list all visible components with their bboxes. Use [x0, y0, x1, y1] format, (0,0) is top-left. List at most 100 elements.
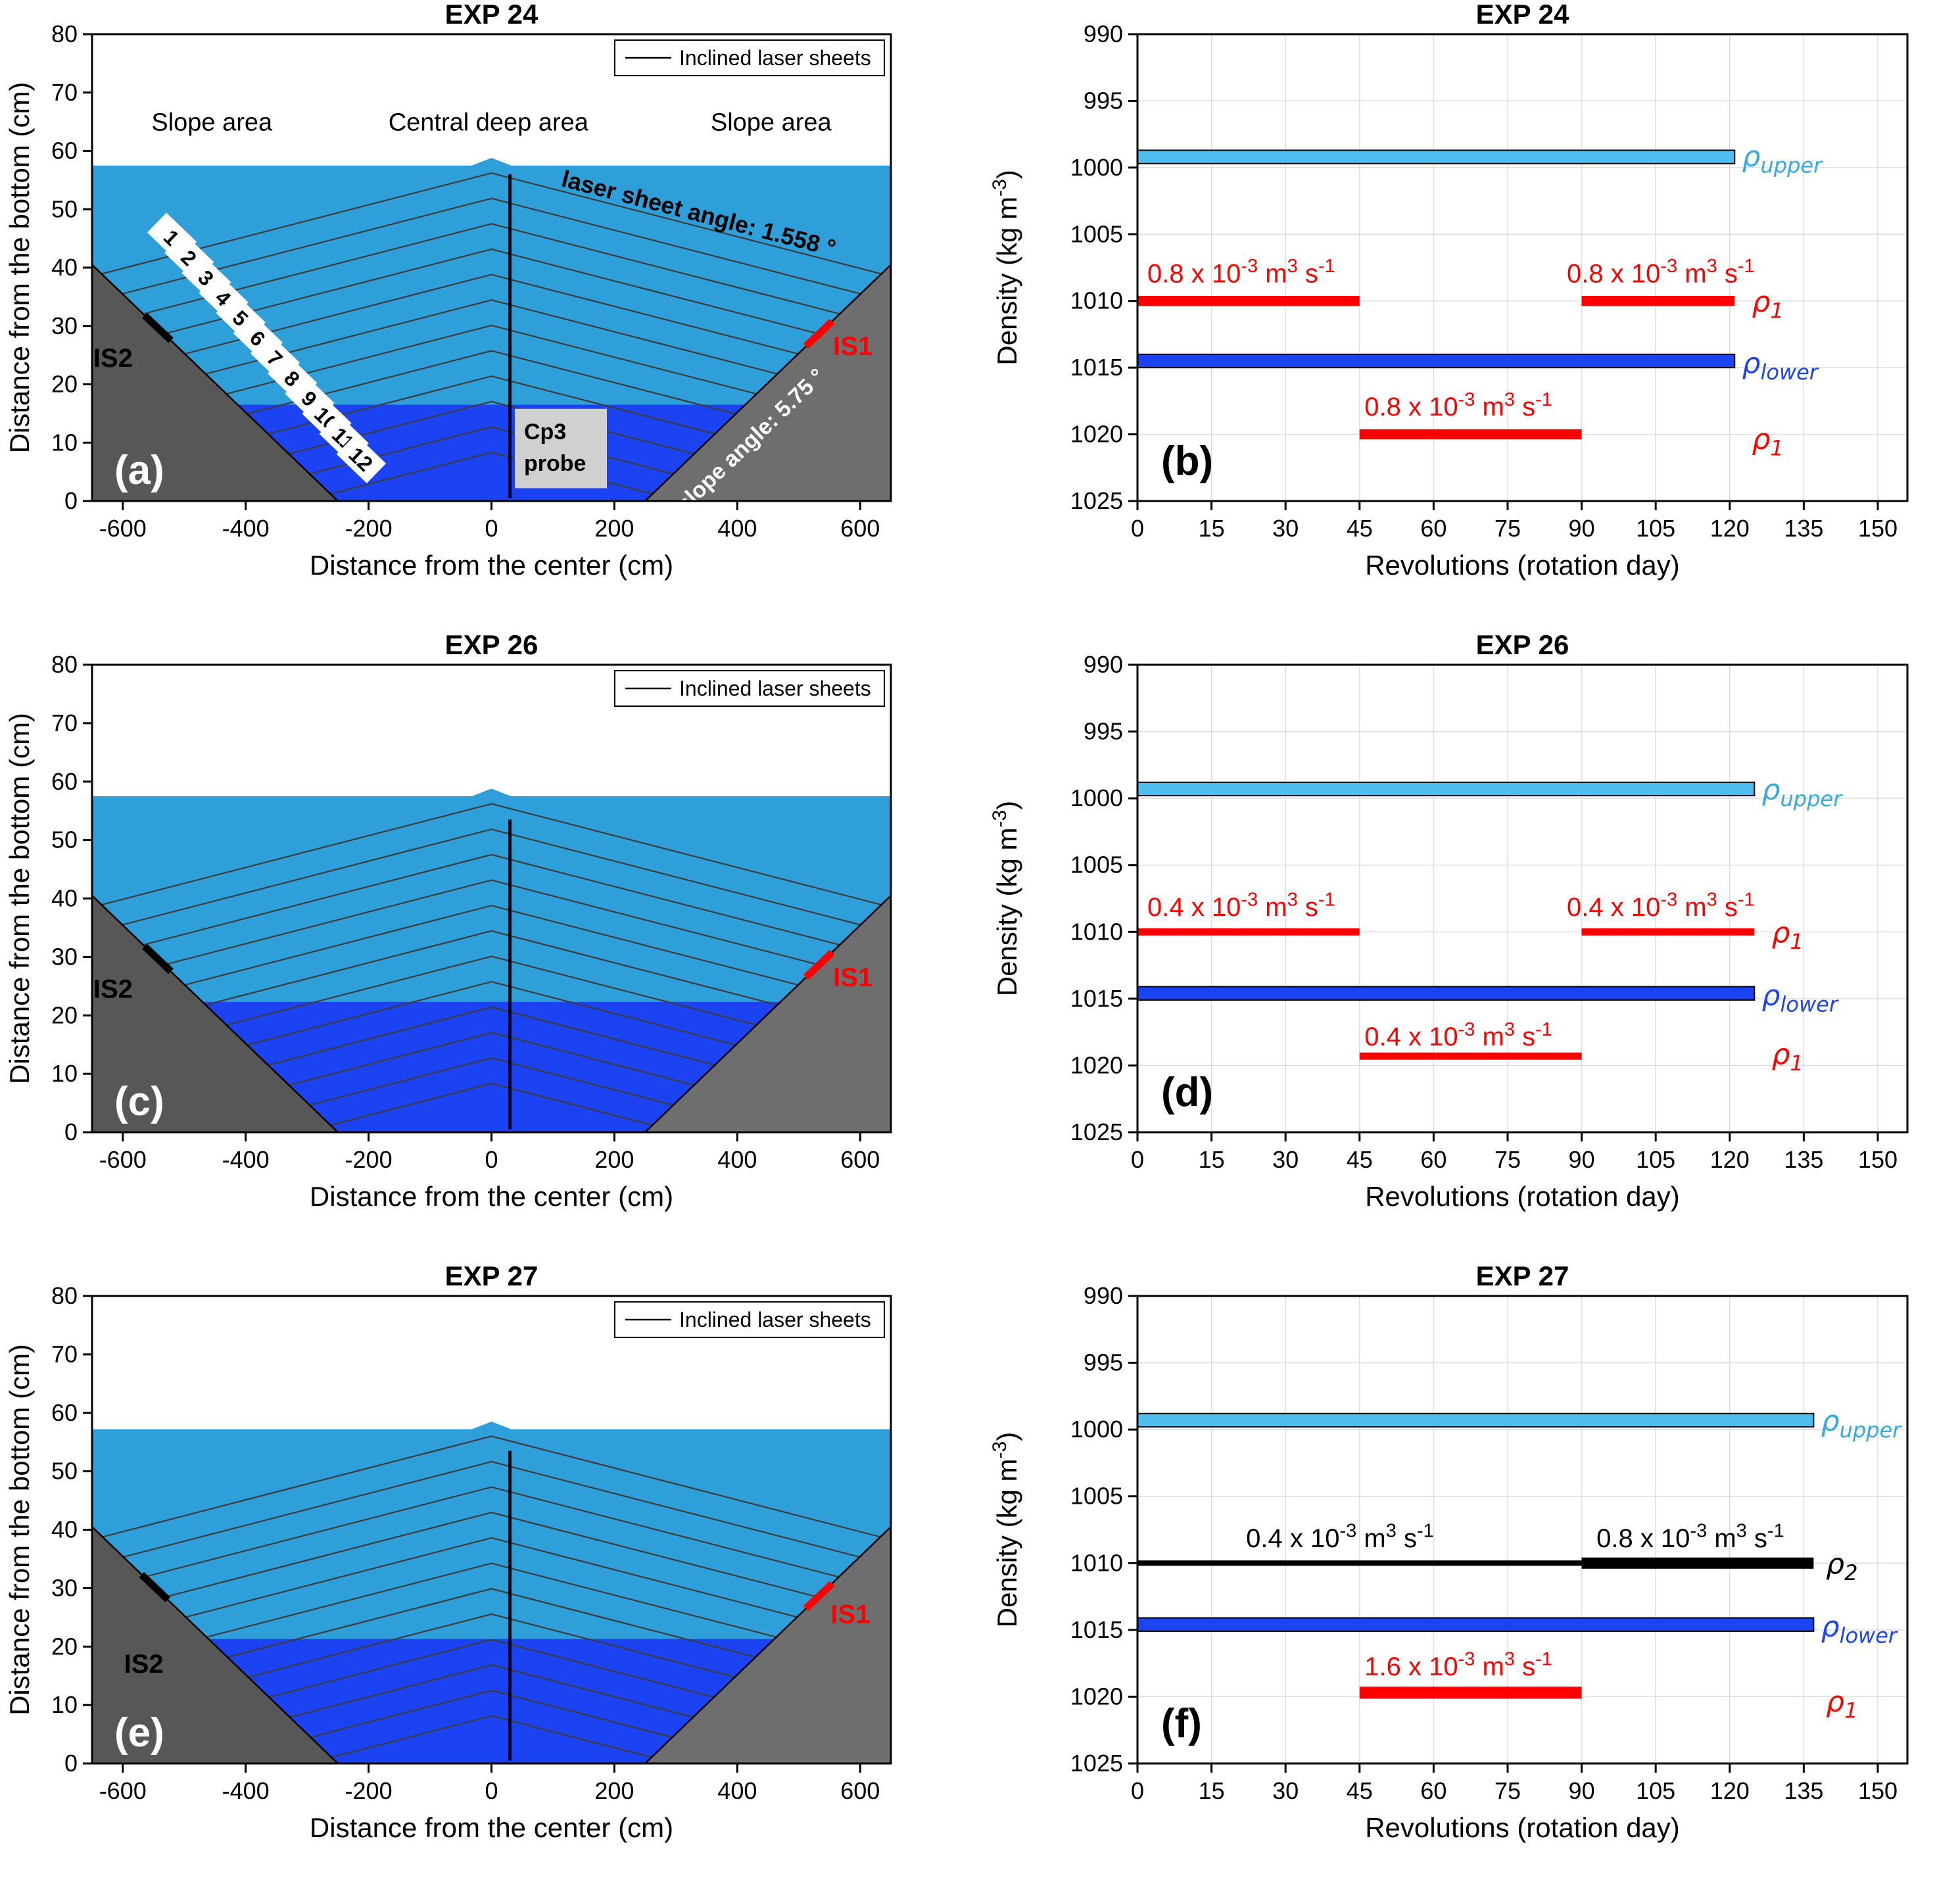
laser-sheet-line [92, 1486, 891, 1591]
rho-lower-bar [1137, 986, 1756, 1001]
y-tick-label: 1015 [1070, 985, 1123, 1012]
x-axis-label: Distance from the center (cm) [310, 1181, 673, 1212]
left-slope-edge [91, 1526, 339, 1764]
laser-sheet-line [92, 451, 891, 502]
series-label: ρupper [1742, 140, 1824, 178]
legend-label: Inclined laser sheets [679, 46, 871, 70]
panel-title: EXP 27 [1476, 1262, 1569, 1291]
y-tick-label: 10 [51, 1691, 78, 1718]
x-tick-label: 30 [1272, 515, 1299, 542]
rho-lower-bar [1137, 353, 1736, 369]
y-tick-label: 990 [1084, 20, 1123, 47]
series-label: ρupper [1762, 773, 1844, 811]
y-tick-label: 50 [51, 195, 78, 222]
y-tick-label: 70 [51, 79, 78, 106]
x-tick-label: 120 [1710, 515, 1750, 542]
is2-label: IS2 [124, 1650, 164, 1679]
axis-box [91, 663, 892, 1134]
is2-marker [139, 1571, 171, 1602]
y-tick-label: 80 [51, 1282, 78, 1309]
rho1-bar-late [1581, 928, 1755, 936]
panel-title: EXP 26 [1476, 631, 1569, 660]
y-tick-label: 40 [51, 1516, 78, 1543]
y-tick-label: 60 [51, 137, 78, 164]
panel-d-density-exp26: 0.4 x 10-3 m3 s-1 0.4 x 10-3 m3 s-1 0.4 x … [989, 631, 1909, 1212]
is1-label: IS1 [830, 1600, 870, 1629]
x-tick-label: 45 [1347, 1146, 1373, 1173]
panel-title: EXP 26 [445, 631, 538, 660]
series-label: ρlower [1821, 1610, 1898, 1648]
laser-sheet-line [92, 930, 891, 1036]
x-tick-label: 75 [1494, 1146, 1521, 1173]
cp3-probe-label-line2: probe [524, 451, 586, 476]
x-tick-label: 60 [1420, 515, 1446, 542]
panel-letter: (a) [114, 448, 164, 493]
laser-sheet-line [92, 1537, 891, 1642]
laser-sheet-tag-box [336, 434, 387, 484]
y-tick-label: 1020 [1070, 1683, 1123, 1710]
y-tick-label: 60 [51, 768, 78, 795]
axis-box [1136, 1295, 1909, 1765]
y-tick-label: 80 [51, 651, 78, 678]
panel-title: EXP 24 [445, 0, 538, 30]
series-label: ρ1 [1772, 1038, 1804, 1076]
x-tick-label: 30 [1272, 1146, 1299, 1173]
series-label: ρ1 [1752, 285, 1784, 323]
flow-rate-text: 1.6 x 10-3 m3 s-1 [1364, 1649, 1552, 1681]
rho1-bar-mid [1359, 1687, 1582, 1699]
y-tick-label: 990 [1084, 651, 1123, 678]
x-tick-label: -600 [99, 515, 147, 542]
y-tick-label: 1020 [1070, 1051, 1123, 1078]
is1-label: IS1 [833, 332, 872, 361]
y-tick-label: 990 [1084, 1282, 1123, 1309]
x-tick-label: 400 [717, 1777, 757, 1804]
laser-sheet-line [92, 1435, 891, 1541]
y-tick-label: 50 [51, 1458, 78, 1485]
laser-sheet-line [92, 1715, 891, 1764]
laser-sheet-line [92, 853, 891, 959]
y-tick-label: 995 [1084, 1349, 1123, 1376]
x-tick-label: 75 [1494, 515, 1521, 542]
y-tick-label: 70 [51, 1341, 78, 1368]
y-tick-label: 20 [51, 1001, 78, 1028]
y-tick-label: 30 [51, 1574, 78, 1601]
right-slope-edge [644, 1526, 892, 1764]
x-tick-label: 45 [1347, 515, 1373, 542]
y-tick-label: 1000 [1070, 784, 1123, 811]
is1-marker [803, 949, 835, 980]
panel-c-tank-exp26: IS2 IS1 Inclined laser sheets -600 -400 -200 0… [4, 631, 892, 1212]
y-tick-label: 1025 [1070, 487, 1123, 514]
is2-marker [142, 312, 174, 343]
x-tick-label: 90 [1569, 1146, 1595, 1173]
laser-sheet-line [92, 299, 891, 404]
laser-sheet-line [92, 274, 891, 379]
x-tick-label: -200 [345, 515, 393, 542]
x-tick-label: 105 [1636, 515, 1675, 542]
flow-rate-text: 0.4 x 10-3 m3 s-1 [1567, 890, 1755, 922]
left-slope-edge [91, 264, 339, 502]
y-tick-label: 1010 [1070, 918, 1123, 945]
x-axis-label: Distance from the center (cm) [310, 550, 673, 581]
panel-title: EXP 24 [1476, 0, 1569, 30]
y-tick-label: 0 [64, 1750, 78, 1777]
x-tick-label: 600 [840, 1777, 880, 1804]
x-tick-label: 0 [485, 1777, 498, 1804]
x-tick-label: -200 [345, 1146, 393, 1173]
y-tick-label: 1000 [1070, 154, 1123, 181]
y-axis-label: Density (kg m-3) [989, 1432, 1022, 1627]
x-tick-label: 0 [1131, 1146, 1144, 1173]
cp3-probe-label-box [515, 408, 608, 489]
panel-title: EXP 27 [445, 1262, 538, 1291]
x-tick-label: 90 [1569, 515, 1595, 542]
axis-box [91, 1295, 892, 1765]
rho-lower-bar [1137, 1617, 1815, 1632]
series-label: ρlower [1742, 347, 1819, 385]
flow-rate-text: 0.8 x 10-3 m3 s-1 [1567, 256, 1755, 288]
x-tick-label: 135 [1784, 515, 1823, 542]
y-tick-label: 70 [51, 709, 78, 736]
series-label: ρ1 [1826, 1685, 1857, 1723]
panel-letter: (d) [1161, 1070, 1213, 1115]
laser-sheet-line [92, 1562, 891, 1667]
